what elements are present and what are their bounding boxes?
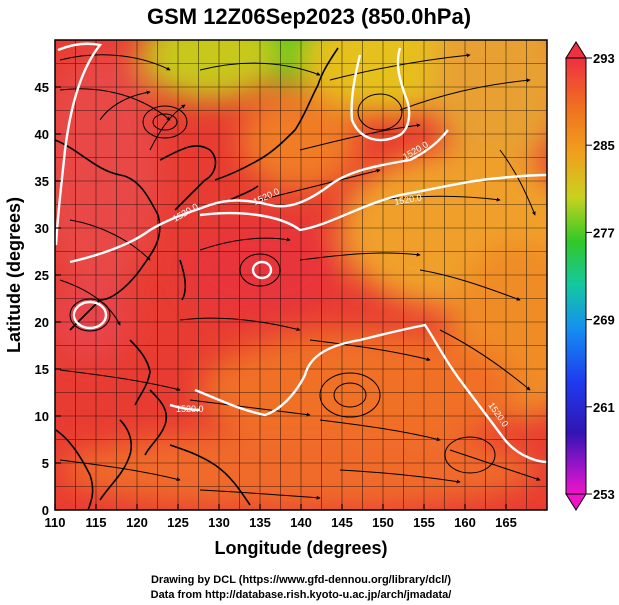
colorbar-label: 261 xyxy=(593,400,615,415)
x-tick-label: 160 xyxy=(454,515,476,530)
x-tick-label: 140 xyxy=(290,515,312,530)
credit-drawing: Drawing by DCL (https://www.gfd-dennou.o… xyxy=(151,574,451,586)
colorbar-label: 285 xyxy=(593,138,615,153)
y-tick-label: 0 xyxy=(42,503,49,518)
streamlines xyxy=(59,53,541,500)
contour-label: 1520.0 xyxy=(394,192,423,207)
credit-data: Data from http://database.rish.kyoto-u.a… xyxy=(151,589,452,601)
x-tick-label: 145 xyxy=(331,515,353,530)
colorbar-bottom-arrow xyxy=(565,493,587,511)
colorbar-top-arrow xyxy=(565,41,587,59)
y-tick-label: 15 xyxy=(35,362,49,377)
contour-main xyxy=(69,129,449,264)
circulation-centers xyxy=(69,93,496,474)
contour-ring-west xyxy=(72,300,108,330)
y-tick-label: 20 xyxy=(35,315,49,330)
colorbar-ticks: 293 285 277 269 261 253 xyxy=(586,51,615,502)
colorbar: 293 285 277 269 261 253 xyxy=(565,41,615,511)
contour-east xyxy=(199,173,547,232)
x-axis-title: Longitude (degrees) xyxy=(214,538,387,558)
colorbar-scale xyxy=(565,57,587,495)
contour-ring-typhoon xyxy=(251,260,273,280)
y-tick-label: 30 xyxy=(35,221,49,236)
y-tick-label: 25 xyxy=(35,268,49,283)
x-tick-label: 135 xyxy=(249,515,271,530)
x-axis: 110 115 120 125 130 135 140 145 150 155 160 165 xyxy=(45,504,517,530)
height-contours xyxy=(55,42,547,464)
colorbar-label: 277 xyxy=(593,225,615,240)
x-tick-label: 110 xyxy=(45,515,66,530)
y-axis: 0 5 10 15 20 25 30 35 40 45 xyxy=(35,80,61,518)
x-tick-label: 165 xyxy=(495,515,517,530)
y-axis-title: Latitude (degrees) xyxy=(4,197,24,353)
contour-north xyxy=(55,42,103,246)
y-tick-label: 5 xyxy=(42,456,49,471)
plot-area: 1520.0 1520.0 1520.0 1520.0 1520.0 1520.… xyxy=(55,40,547,510)
x-tick-label: 150 xyxy=(372,515,394,530)
colorbar-label: 253 xyxy=(593,487,615,502)
coastlines xyxy=(55,47,339,510)
chart-title: GSM 12Z06Sep2023 (850.0hPa) xyxy=(147,4,471,29)
colorbar-label: 269 xyxy=(593,313,615,328)
y-tick-label: 10 xyxy=(35,409,49,424)
x-tick-label: 155 xyxy=(413,515,435,530)
x-tick-label: 125 xyxy=(167,515,189,530)
x-tick-label: 130 xyxy=(208,515,230,530)
contour-label: 1520.0 xyxy=(176,404,204,414)
x-tick-label: 120 xyxy=(126,515,148,530)
contour-ring-japan xyxy=(350,47,411,142)
x-tick-label: 115 xyxy=(86,515,107,530)
y-tick-label: 40 xyxy=(35,127,49,142)
contour-south xyxy=(194,323,547,464)
contour-south-tail xyxy=(169,403,201,412)
temperature-field xyxy=(55,40,547,510)
colorbar-label: 293 xyxy=(593,51,615,66)
lat-lon-grid xyxy=(55,40,547,510)
y-tick-label: 35 xyxy=(35,174,49,189)
y-tick-label: 45 xyxy=(35,80,49,95)
